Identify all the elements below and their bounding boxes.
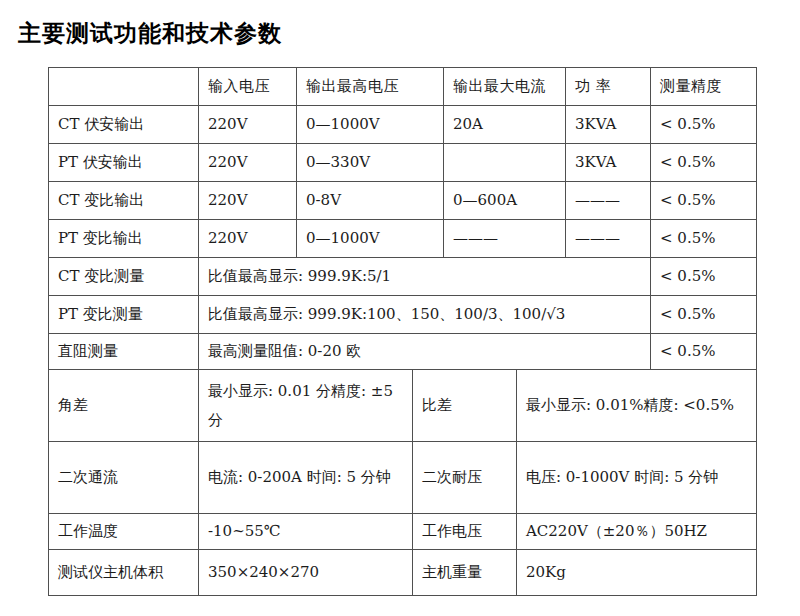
accuracy-cell: < 0.5%: [651, 220, 757, 258]
measure-value-cell: 最高测量阻值: 0-20 欧: [199, 334, 651, 370]
max-output-current-cell: 0—600A: [444, 182, 566, 220]
row-label-secondary-withstand: 二次耐压: [413, 442, 517, 514]
row-label-dc-resistance-measure: 直阻测量: [49, 334, 199, 370]
header-power: 功 率: [566, 68, 651, 106]
accuracy-cell: < 0.5%: [651, 296, 757, 334]
secondary-current-value-cell: 电流: 0-200A 时间: 5 分钟: [199, 442, 413, 514]
row-label-ct-ratio-measure: CT 变比测量: [49, 258, 199, 296]
row-label-ct-va-output: CT 伏安输出: [49, 106, 199, 144]
ratio-error-value-cell: 最小显示: 0.01%精度: <0.5%: [517, 370, 757, 442]
measure-value-cell: 比值最高显示: 999.9K:100、150、100/3、100/√3: [199, 296, 651, 334]
header-max-output-voltage: 输出最高电压: [297, 68, 444, 106]
power-cell: ———: [566, 220, 651, 258]
max-output-current-cell: ———: [444, 220, 566, 258]
accuracy-cell: < 0.5%: [651, 182, 757, 220]
input-voltage-cell: 220V: [199, 220, 297, 258]
power-cell: ———: [566, 182, 651, 220]
header-accuracy: 测量精度: [651, 68, 757, 106]
max-output-voltage-cell: 0—1000V: [297, 106, 444, 144]
max-output-current-cell: 20A: [444, 106, 566, 144]
row-label-secondary-current: 二次通流: [49, 442, 199, 514]
accuracy-cell: < 0.5%: [651, 144, 757, 182]
max-output-voltage-cell: 0—1000V: [297, 220, 444, 258]
row-label-main-unit-weight: 主机重量: [413, 550, 517, 596]
row-label-working-temperature: 工作温度: [49, 514, 199, 550]
accuracy-cell: < 0.5%: [651, 106, 757, 144]
power-cell: 3KVA: [566, 106, 651, 144]
main-unit-weight-value-cell: 20Kg: [517, 550, 757, 596]
row-label-ct-ratio-output: CT 变比输出: [49, 182, 199, 220]
row-label-working-voltage: 工作电压: [413, 514, 517, 550]
measure-value-cell: 比值最高显示: 999.9K:5/1: [199, 258, 651, 296]
row-label-main-unit-size: 测试仪主机体积: [49, 550, 199, 596]
max-output-voltage-cell: 0—330V: [297, 144, 444, 182]
header-blank: [49, 68, 199, 106]
input-voltage-cell: 220V: [199, 106, 297, 144]
row-label-angle-error: 角差: [49, 370, 199, 442]
page-title: 主要测试功能和技术参数: [18, 18, 282, 49]
power-cell: 3KVA: [566, 144, 651, 182]
accuracy-cell: < 0.5%: [651, 258, 757, 296]
secondary-withstand-value-cell: 电压: 0-1000V 时间: 5 分钟: [517, 442, 757, 514]
row-label-ratio-error: 比差: [413, 370, 517, 442]
max-output-current-cell: [444, 144, 566, 182]
row-label-pt-ratio-measure: PT 变比测量: [49, 296, 199, 334]
spec-table: 输入电压 输出最高电压 输出最大电流 功 率 测量精度 CT 伏安输出 220V…: [48, 67, 757, 596]
header-max-output-current: 输出最大电流: [444, 68, 566, 106]
working-voltage-value-cell: AC220V（±20％）50HZ: [517, 514, 757, 550]
input-voltage-cell: 220V: [199, 144, 297, 182]
row-label-pt-ratio-output: PT 变比输出: [49, 220, 199, 258]
input-voltage-cell: 220V: [199, 182, 297, 220]
working-temperature-value-cell: -10~55℃: [199, 514, 413, 550]
header-input-voltage: 输入电压: [199, 68, 297, 106]
accuracy-cell: < 0.5%: [651, 334, 757, 370]
row-label-pt-va-output: PT 伏安输出: [49, 144, 199, 182]
angle-error-value-cell: 最小显示: 0.01 分精度: ±5 分: [199, 370, 413, 442]
max-output-voltage-cell: 0-8V: [297, 182, 444, 220]
main-unit-size-value-cell: 350×240×270: [199, 550, 413, 596]
